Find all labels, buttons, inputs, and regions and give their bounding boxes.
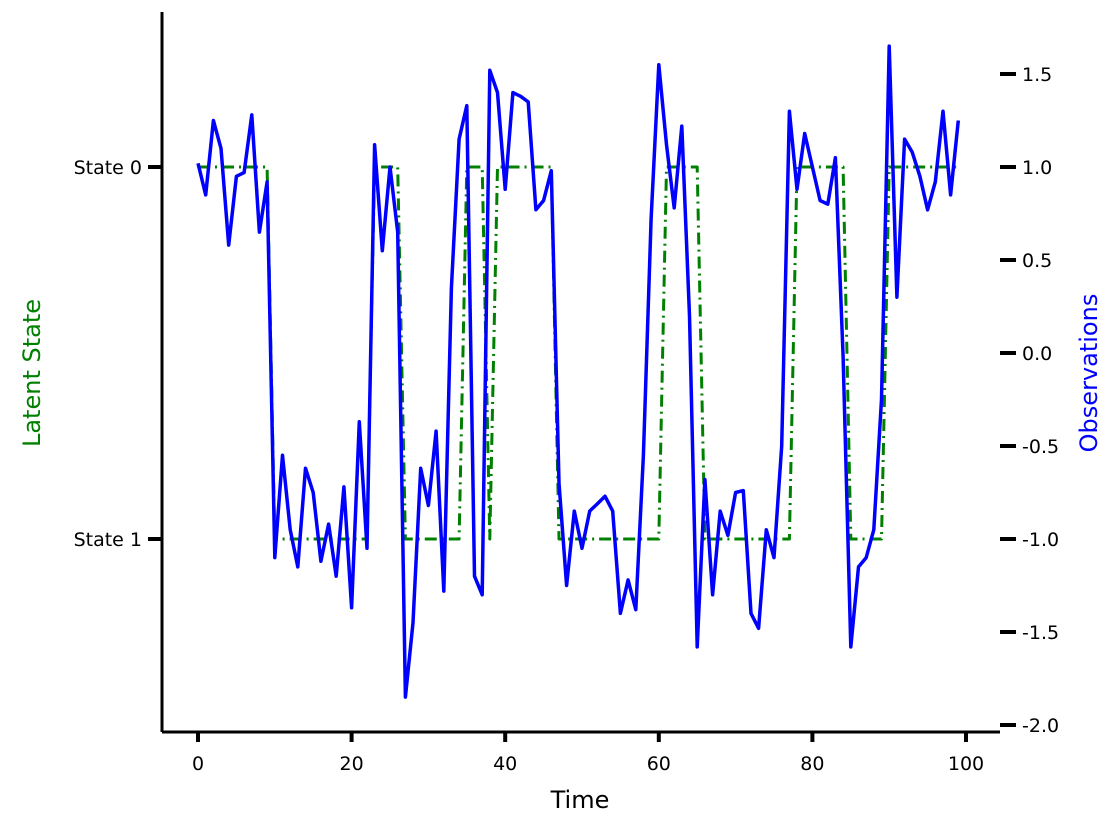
left-tick-label: State 1	[74, 529, 142, 551]
right-tick-label: -2.0	[1022, 715, 1059, 737]
x-tick-label: 0	[192, 753, 204, 775]
right-tick-label: 0.0	[1022, 343, 1052, 365]
x-tick-label: 20	[340, 753, 364, 775]
x-tick-label: 60	[647, 753, 671, 775]
observations-line	[196, 44, 961, 699]
x-axis: 0 20 40 60 80 100	[192, 732, 984, 775]
observations-series	[196, 44, 961, 699]
right-tick-label: 1.0	[1022, 157, 1052, 179]
axis-spines	[160, 12, 1000, 734]
right-tick-label: 1.5	[1022, 64, 1052, 86]
x-tick-label: 40	[493, 753, 517, 775]
right-tick-label: 0.5	[1022, 250, 1052, 272]
right-tick-label: -1.5	[1022, 622, 1059, 644]
right-tick-label: -1.0	[1022, 529, 1059, 551]
x-tick-label: 80	[800, 753, 824, 775]
x-axis-title: Time	[550, 786, 610, 814]
right-axis-title: Observations	[1075, 294, 1103, 453]
left-axis-title: Latent State	[18, 299, 46, 447]
right-tick-label: -0.5	[1022, 436, 1059, 458]
x-tick-label: 100	[948, 753, 984, 775]
right-y-axis: 1.5 1.0 0.5 0.0 -0.5 -1.0 -1.5 -2.0	[1000, 64, 1059, 737]
left-y-axis: State 0 State 1	[74, 157, 162, 551]
left-tick-label: State 0	[74, 157, 142, 179]
